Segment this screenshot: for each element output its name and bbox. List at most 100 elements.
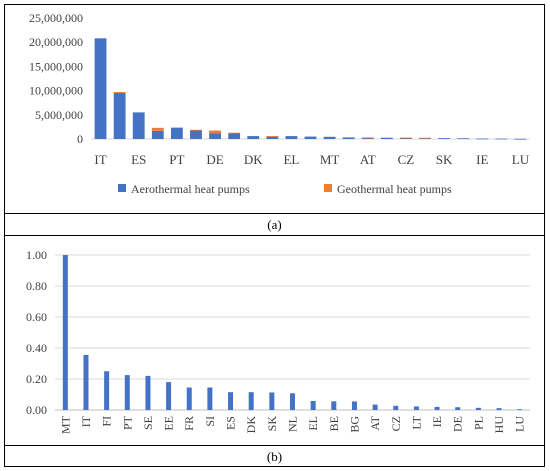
x-tick-label: IT <box>79 415 93 427</box>
x-tick-label: EE <box>162 416 176 431</box>
y-tick-label: 20,000,000 <box>29 35 83 49</box>
y-tick-label: 15,000,000 <box>29 59 83 73</box>
bar-value <box>517 409 523 411</box>
bar-aerothermal <box>495 138 508 140</box>
bar-aerothermal <box>438 138 451 139</box>
bar-value <box>290 393 295 410</box>
y-tick-label: 10,000,000 <box>29 84 83 98</box>
x-tick-label: SK <box>436 152 453 167</box>
bar-aerothermal <box>266 136 279 139</box>
bar-value <box>124 375 130 410</box>
bar-aerothermal <box>342 137 355 139</box>
y-tick-label: 0.00 <box>26 403 47 417</box>
x-tick-label: IE <box>430 416 444 427</box>
figure-frame: 0 5,000,000 10,000,000 15,000,000 20,000,000… <box>4 4 545 467</box>
bar-value <box>351 401 357 410</box>
y-tick-label: 5,000,000 <box>35 108 83 122</box>
bar-geothermal <box>151 127 164 131</box>
y-tick-label: 1.00 <box>26 248 47 262</box>
x-tick-label: DE <box>451 416 465 432</box>
bar-aerothermal <box>209 133 221 139</box>
bar-value <box>310 401 316 410</box>
bar-geothermal <box>361 137 374 139</box>
bar-value <box>393 405 399 410</box>
y-tick-label: 0.60 <box>26 310 47 324</box>
bar-geothermal <box>209 130 221 134</box>
bar-value <box>104 371 110 410</box>
bar-value <box>331 401 337 410</box>
x-tick-label: BG <box>347 416 361 433</box>
legend-label-aerothermal: Aerothermal heat pumps <box>131 182 250 196</box>
bar-aerothermal <box>113 93 126 139</box>
bar-aerothermal <box>285 136 298 139</box>
x-tick-label: ES <box>131 152 146 167</box>
bar-value <box>248 392 254 410</box>
x-tick-label: LT <box>409 415 423 429</box>
bar-aerothermal <box>247 136 260 139</box>
bar-aerothermal <box>304 136 317 139</box>
bar-value <box>455 407 461 410</box>
panel-a-divider <box>5 213 544 214</box>
x-tick-label: EL <box>283 152 299 167</box>
bar-value <box>475 407 481 410</box>
bar-geothermal <box>419 137 431 139</box>
x-tick-label: DE <box>206 152 223 167</box>
x-tick-label: SK <box>265 416 279 432</box>
bar-aerothermal <box>94 38 107 139</box>
x-tick-label: FI <box>100 416 114 427</box>
bar-value <box>269 392 275 410</box>
x-tick-label: FR <box>182 416 196 431</box>
y-tick-label: 0.20 <box>26 372 47 386</box>
x-tick-label: PL <box>471 416 485 430</box>
caption-b: (b) <box>266 449 283 464</box>
x-tick-label: PT <box>169 152 184 167</box>
legend-swatch-aerothermal <box>118 184 126 192</box>
x-tick-label: ES <box>224 416 238 430</box>
bar-value <box>434 406 440 410</box>
bar-aerothermal <box>457 138 470 140</box>
x-tick-label: SE <box>141 416 155 430</box>
bar-aerothermal <box>190 130 202 139</box>
bar-aerothermal <box>170 127 183 139</box>
x-tick-label: BE <box>327 416 341 431</box>
legend-swatch-geothermal <box>324 184 332 192</box>
bar-aerothermal <box>514 138 527 140</box>
bar-value <box>228 392 234 410</box>
bar-value <box>496 408 502 410</box>
bar-geothermal <box>400 137 412 139</box>
y-tick-label: 0.40 <box>26 341 47 355</box>
bar-geothermal <box>190 129 202 131</box>
bar-aerothermal <box>361 137 374 139</box>
bar-aerothermal <box>476 138 489 140</box>
x-tick-label: PT <box>120 415 134 430</box>
x-tick-label: SI <box>203 416 217 427</box>
x-tick-label: HU <box>492 416 506 434</box>
chart-a: 0 5,000,000 10,000,000 15,000,000 20,000,000… <box>29 11 530 196</box>
bar-value <box>186 387 192 410</box>
x-tick-label: CZ <box>398 152 415 167</box>
bar-aerothermal <box>323 136 336 139</box>
bar-value <box>62 255 68 410</box>
x-tick-label: MT <box>58 415 72 434</box>
x-tick-label: AT <box>360 152 376 167</box>
y-tick-label: 0.80 <box>26 279 47 293</box>
bar-value <box>413 406 419 410</box>
x-tick-label: LU <box>513 416 527 432</box>
x-tick-label: MT <box>320 152 340 167</box>
bar-geothermal <box>228 132 241 134</box>
x-tick-label: EL <box>306 416 320 431</box>
panel-b-divider <box>5 445 544 446</box>
bar-value <box>207 387 213 410</box>
x-tick-label: LU <box>512 152 530 167</box>
bar-aerothermal <box>228 133 241 139</box>
panel-b-top-border <box>5 235 544 236</box>
bar-geothermal <box>113 92 126 94</box>
x-tick-label: CZ <box>389 416 403 431</box>
y-tick-label: 25,000,000 <box>29 11 83 25</box>
x-tick-label: DK <box>244 416 258 434</box>
x-tick-label: AT <box>368 415 382 430</box>
bar-value <box>166 382 172 410</box>
bar-geothermal <box>266 136 279 137</box>
caption-a: (a) <box>267 217 282 232</box>
bar-aerothermal <box>380 137 393 139</box>
